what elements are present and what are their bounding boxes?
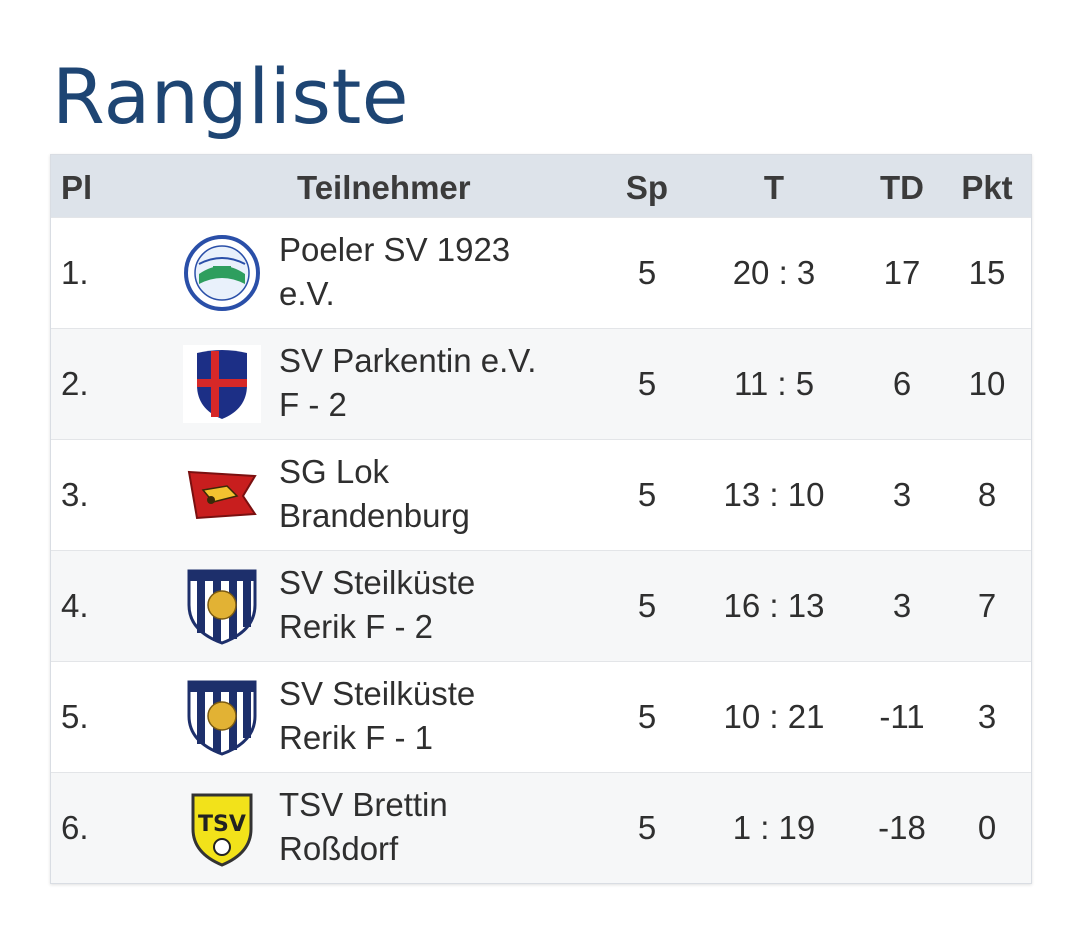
table-row[interactable]: 5. SV Steilküste Rerik F - 1 5 10 : 21 -… bbox=[51, 661, 1031, 772]
team-name[interactable]: Poeler SV 1923 e.V. bbox=[279, 231, 511, 312]
goals: 13 : 10 bbox=[723, 476, 825, 513]
points: 8 bbox=[977, 476, 997, 513]
goal-diff: 6 bbox=[892, 365, 912, 402]
goal-diff: 17 bbox=[883, 254, 921, 291]
points: 7 bbox=[977, 587, 997, 624]
team-name[interactable]: SG Lok Brandenburg bbox=[279, 453, 470, 534]
games: 5 bbox=[637, 587, 657, 624]
goal-diff: 3 bbox=[892, 587, 912, 624]
goals: 16 : 13 bbox=[723, 587, 825, 624]
table-header: Pl Teilnehmer Sp T TD Pkt bbox=[51, 155, 1031, 217]
team-name[interactable]: SV Steilküste Rerik F - 2 bbox=[279, 564, 476, 645]
rank: 1. bbox=[61, 254, 89, 291]
table-row[interactable]: 1. Poeler SV 1923 e.V. 5 20 : 3 17 15 bbox=[51, 217, 1031, 328]
goals: 20 : 3 bbox=[732, 254, 816, 291]
tsv-brettin-crest-icon: TSV bbox=[191, 793, 253, 867]
points: 0 bbox=[977, 809, 997, 846]
games: 5 bbox=[637, 698, 657, 735]
steilkueste-crest-icon bbox=[187, 569, 257, 645]
table-row[interactable]: 2. SV Parkentin e.V. F - 2 5 11 : 5 6 10 bbox=[51, 328, 1031, 439]
games: 5 bbox=[637, 254, 657, 291]
header-games[interactable]: Sp bbox=[625, 169, 669, 206]
header-goals[interactable]: T bbox=[763, 169, 785, 206]
parkentin-crest-icon bbox=[183, 345, 261, 423]
goals: 1 : 19 bbox=[732, 809, 816, 846]
page-title: Rangliste bbox=[52, 52, 410, 141]
standings-table: Pl Teilnehmer Sp T TD Pkt 1. Poeler SV 1… bbox=[50, 154, 1032, 884]
points: 10 bbox=[968, 365, 1006, 402]
header-team[interactable]: Teilnehmer bbox=[297, 169, 471, 206]
points: 3 bbox=[977, 698, 997, 735]
points: 15 bbox=[968, 254, 1006, 291]
rank: 2. bbox=[61, 365, 89, 402]
steilkueste-crest-icon bbox=[187, 680, 257, 756]
poeler-sv-crest-icon bbox=[184, 235, 260, 311]
rank: 4. bbox=[61, 587, 89, 624]
table-row[interactable]: 4. SV Steilküste Rerik F - 2 5 16 : 13 3… bbox=[51, 550, 1031, 661]
goals: 11 : 5 bbox=[733, 365, 815, 402]
table-row[interactable]: 3. SG Lok Brandenburg 5 13 : 10 3 8 bbox=[51, 439, 1031, 550]
rank: 5. bbox=[61, 698, 89, 735]
header-points[interactable]: Pkt bbox=[961, 169, 1013, 206]
goal-diff: -18 bbox=[878, 809, 926, 846]
rank: 6. bbox=[61, 809, 89, 846]
team-name[interactable]: SV Parkentin e.V. F - 2 bbox=[279, 342, 537, 423]
table-row[interactable]: 6. TSV TSV Brettin Roßdorf 5 1 : 19 -18 … bbox=[51, 772, 1031, 883]
games: 5 bbox=[637, 809, 657, 846]
team-name[interactable]: SV Steilküste Rerik F - 1 bbox=[279, 675, 476, 756]
goals: 10 : 21 bbox=[723, 698, 825, 735]
goal-diff: -11 bbox=[879, 698, 925, 735]
goal-diff: 3 bbox=[892, 476, 912, 513]
games: 5 bbox=[637, 476, 657, 513]
team-name[interactable]: TSV Brettin Roßdorf bbox=[279, 786, 448, 867]
svg-text:TSV: TSV bbox=[198, 812, 246, 837]
rank: 3. bbox=[61, 476, 89, 513]
header-goal-diff[interactable]: TD bbox=[880, 169, 924, 206]
lok-brandenburg-flag-icon bbox=[187, 470, 257, 520]
header-rank[interactable]: Pl bbox=[61, 169, 93, 206]
games: 5 bbox=[637, 365, 657, 402]
